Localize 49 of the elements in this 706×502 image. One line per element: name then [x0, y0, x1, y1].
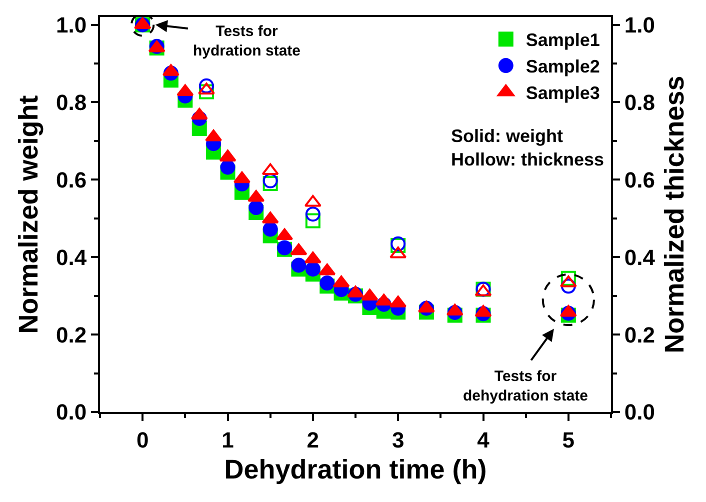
point [233, 171, 250, 184]
point [248, 190, 265, 202]
x-tick-label: 3 [392, 427, 404, 452]
annotation: Solid: weight Hollow: thickness [451, 126, 604, 170]
y-tick-label: 0.4 [56, 244, 88, 270]
annotation: Tests for hydration state [193, 23, 301, 60]
point [198, 78, 214, 94]
legend-label: Sample1 [526, 30, 600, 50]
y-tick-label: 0.0 [56, 400, 87, 425]
point [198, 84, 214, 100]
point [446, 304, 464, 316]
y2-tick-label: 0.8 [624, 90, 655, 115]
point [474, 304, 492, 317]
point [305, 206, 320, 222]
y-axis-title: Normalized weight [14, 95, 44, 334]
point [190, 108, 208, 120]
point [262, 176, 278, 192]
x-tick-label: 4 [477, 427, 490, 452]
point [320, 276, 335, 291]
y2-tick-label: 0.4 [624, 244, 656, 270]
legend-label: Sample3 [526, 82, 600, 103]
y-tick-label: 0.2 [56, 322, 87, 348]
point [560, 270, 576, 286]
point [262, 222, 278, 237]
point [220, 160, 236, 175]
y2-tick-label: 0.2 [624, 322, 655, 348]
point [305, 262, 320, 277]
y2-tick-label: 0.0 [624, 400, 655, 425]
point [305, 213, 320, 228]
legend-label: Sample2 [526, 56, 600, 77]
y2-axis-title: Normalized thickness [660, 76, 690, 354]
point [560, 304, 577, 317]
y2-tick-label: 1.0 [624, 12, 655, 38]
point [262, 173, 278, 188]
x-axis-title: Dehydration time (h) [224, 454, 487, 484]
y2-tick-label: 0.6 [624, 167, 655, 192]
y-tick-label: 0.6 [56, 167, 87, 192]
x-tick-label: 1 [222, 427, 234, 452]
x-tick-label: 5 [562, 427, 575, 452]
y-tick-label: 0.8 [56, 90, 87, 115]
annotation: Tests for dehydration state [463, 368, 588, 404]
x-tick-label: 0 [136, 427, 149, 452]
point [248, 200, 264, 216]
x-tick-label: 2 [306, 427, 320, 452]
point [291, 258, 306, 273]
y-tick-label: 1.0 [56, 12, 87, 38]
point [276, 228, 294, 240]
point [560, 278, 576, 294]
point [290, 243, 308, 256]
